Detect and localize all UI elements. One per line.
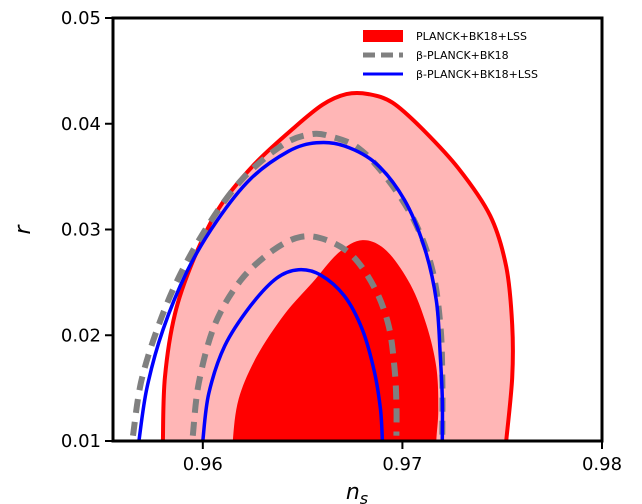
legend-swatch-planck <box>363 30 403 42</box>
beta-planck-bk18-contour-95 <box>130 130 446 437</box>
y-axis-label: r <box>11 224 36 235</box>
x-tick-label: 0.96 <box>183 454 223 475</box>
beta-planck-bk18-lss-contour-95 <box>137 140 445 441</box>
y-axis: 0.01 0.02 0.03 0.04 0.05 <box>61 8 113 452</box>
y-tick-label: 0.04 <box>61 114 101 135</box>
x-axis: 0.96 0.97 0.98 <box>183 441 622 475</box>
planck-68-fill <box>232 240 439 441</box>
x-axis-label: ns <box>346 480 368 504</box>
contour-layer <box>130 90 515 441</box>
x-axis-label-subscript: s <box>360 489 368 504</box>
legend-label: PLANCK+BK18+LSS <box>416 30 527 43</box>
x-tick-label: 0.97 <box>382 454 422 475</box>
legend-label: β-PLANCK+BK18+LSS <box>416 68 538 81</box>
x-tick-label: 0.98 <box>582 454 622 475</box>
beta-planck-bk18-contour-68 <box>189 233 400 437</box>
y-tick-label: 0.03 <box>61 220 101 241</box>
y-tick-label: 0.02 <box>61 325 101 346</box>
legend-label: β-PLANCK+BK18 <box>416 49 509 62</box>
y-tick-label: 0.05 <box>61 8 101 29</box>
beta-planck-bk18-lss-contour-68 <box>201 267 385 441</box>
legend: PLANCK+BK18+LSS β-PLANCK+BK18 β-PLANCK+BK1… <box>363 30 538 81</box>
y-tick-label: 0.01 <box>61 431 101 452</box>
